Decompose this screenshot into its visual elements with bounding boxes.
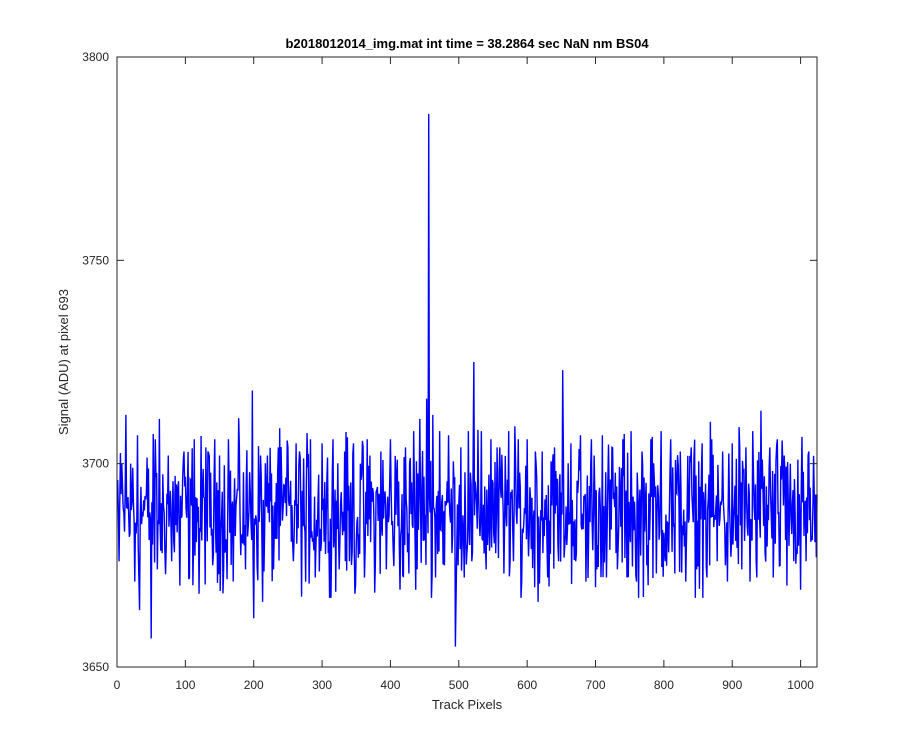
plot-area [117, 57, 817, 667]
y-tick-label: 3750 [82, 253, 109, 267]
signal-series-line [116, 113, 818, 647]
y-axis-label: Signal (ADU) at pixel 693 [56, 289, 71, 435]
series-layer [116, 113, 818, 647]
x-tick-label: 300 [312, 678, 332, 692]
x-tick-label: 0 [114, 678, 121, 692]
x-axis-label: Track Pixels [432, 697, 503, 712]
x-tick-label: 700 [586, 678, 606, 692]
x-tick-label: 1000 [787, 678, 814, 692]
x-tick-label: 900 [722, 678, 742, 692]
x-tick-label: 600 [517, 678, 537, 692]
x-tick-label: 500 [449, 678, 469, 692]
x-tick-label: 800 [654, 678, 674, 692]
chart-title: b2018012014_img.mat int time = 38.2864 s… [285, 36, 649, 51]
y-tick-label: 3800 [82, 50, 109, 64]
y-tick-label: 3650 [82, 660, 109, 674]
x-tick-label: 200 [244, 678, 264, 692]
x-tick-label: 400 [380, 678, 400, 692]
plot-frame [116, 56, 818, 668]
ticks-layer: 0 100 200 300 400 500 600 700 800 900 1000 3650 3700… [82, 50, 817, 692]
y-tick-label: 3700 [82, 457, 109, 471]
x-tick-label: 100 [175, 678, 195, 692]
